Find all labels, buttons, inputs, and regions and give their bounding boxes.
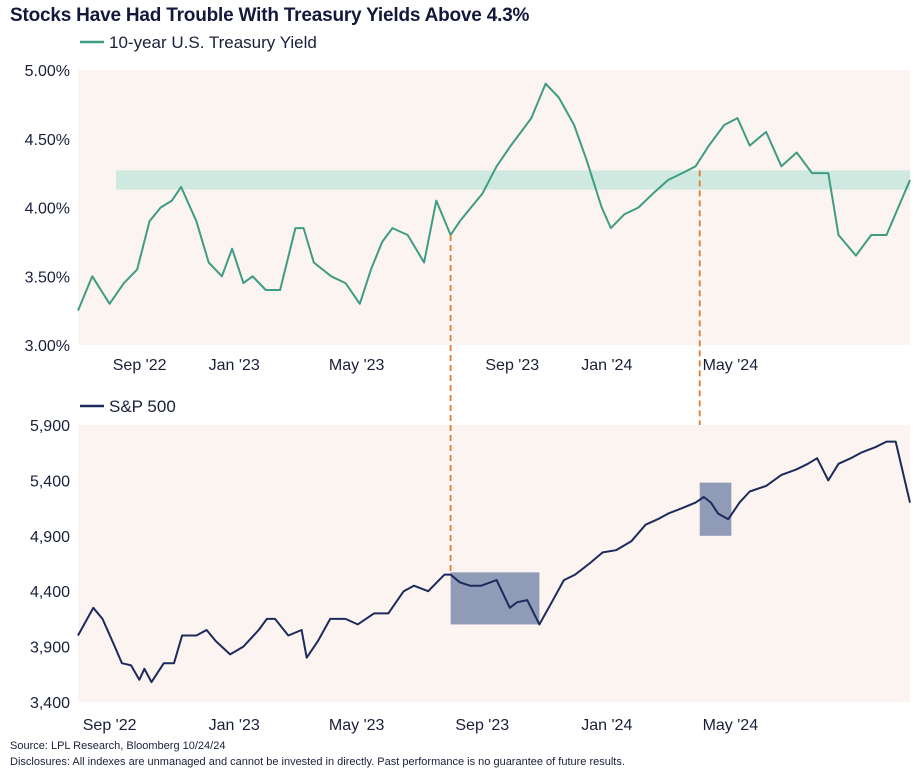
y-tick-label: 3,900 (30, 640, 70, 657)
y-tick-label: 3.50% (25, 269, 70, 286)
yield-series-line (77, 82, 911, 311)
x-tick-label: May '23 (329, 717, 385, 734)
x-tick-label: Sep '23 (455, 717, 509, 734)
disclosure-note: Disclosures: All indexes are unmanaged a… (10, 756, 625, 768)
x-tick-label: May '24 (703, 357, 759, 374)
y-tick-label: 4.00% (25, 201, 70, 218)
plot-background (78, 425, 910, 702)
x-tick-label: Jan '23 (209, 717, 260, 734)
x-tick-label: Sep '22 (83, 717, 137, 734)
sp500-series-line (77, 440, 911, 684)
y-tick-label: 5,400 (30, 473, 70, 490)
dashed-connectors (449, 170, 701, 575)
x-tick-label: Sep '22 (113, 357, 167, 374)
y-tick-label: 3.00% (25, 338, 70, 355)
legend-label: 10-year U.S. Treasury Yield (109, 33, 317, 52)
x-tick-label: May '23 (329, 357, 385, 374)
yield-panel: 10-year U.S. Treasury Yield 3.00% 3.50% 4.0… (25, 33, 911, 374)
x-tick-label: Jan '24 (581, 717, 632, 734)
y-tick-label: 4,900 (30, 529, 70, 546)
legend-label: S&P 500 (109, 397, 176, 416)
x-tick-label: May '24 (703, 717, 759, 734)
y-tick-label: 4,400 (30, 584, 70, 601)
y-tick-label: 3,400 (30, 695, 70, 712)
x-tick-label: Sep '23 (485, 357, 539, 374)
y-tick-label: 5,900 (30, 418, 70, 435)
x-tick-label: Jan '23 (209, 357, 260, 374)
x-tick-label: Jan '24 (581, 357, 632, 374)
y-tick-label: 5.00% (25, 63, 70, 80)
sp500-panel: S&P 500 3,400 3,900 4,400 4,900 5,400 5,900 Sep… (30, 397, 911, 734)
chart-title: Stocks Have Had Trouble With Treasury Yi… (10, 5, 530, 26)
plot-background (78, 70, 910, 345)
y-tick-label: 4.50% (25, 132, 70, 149)
source-note: Source: LPL Research, Bloomberg 10/24/24 (10, 740, 226, 752)
threshold-band (116, 170, 910, 190)
